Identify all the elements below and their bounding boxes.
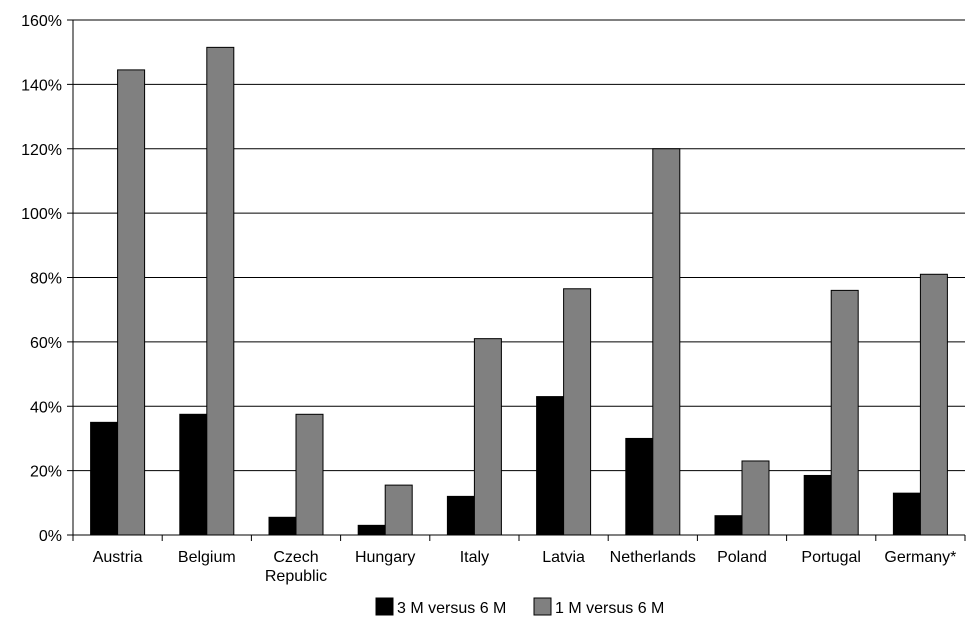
bar-3m [892,492,921,536]
x-tick-label: Belgium [178,549,236,566]
x-tick-label: Austria [93,549,143,566]
bar-1m [384,484,413,536]
legend-label: 3 M versus 6 M [397,600,506,617]
bar-3m [536,396,565,536]
bar-1m [563,288,592,536]
bar-1m [919,273,948,536]
legend-swatch-1m [533,597,552,616]
bar-3m [357,524,386,536]
x-tick-label: Hungary [355,549,415,566]
legend: 3 M versus 6 M 1 M versus 6 M [375,597,664,617]
legend-label: 1 M versus 6 M [555,600,664,617]
bar-1m [741,460,770,536]
y-tick-label: 40% [30,399,62,416]
y-tick-label: 100% [21,206,62,223]
x-tick-label: Germany* [884,549,956,566]
x-tick-label: Netherlands [610,549,696,566]
x-tick-label: Italy [460,549,489,566]
x-tick-label: Poland [717,549,767,566]
bar-1m [652,148,681,536]
bar-3m [714,515,743,536]
y-tick-label: 160% [21,13,62,30]
legend-swatch-3m [375,597,394,616]
x-tick-label: Latvia [542,549,585,566]
bar-3m [625,437,654,536]
y-tick-label: 120% [21,142,62,159]
bar-1m [295,413,324,536]
bar-3m [179,413,208,536]
bars [90,46,948,536]
bar-1m [830,289,859,536]
bar-3m [803,474,832,536]
bar-1m [473,338,502,536]
y-tick-label: 0% [39,528,62,545]
y-axis-ticks: 0% 20% 40% 60% 80% 100% 120% 140% 160% [21,13,73,545]
y-tick-label: 80% [30,271,62,288]
bar-3m [90,421,119,536]
y-tick-label: 140% [21,77,62,94]
bar-1m [206,46,235,536]
y-tick-label: 60% [30,335,62,352]
bar-1m [117,69,146,536]
bar-3m [268,516,297,536]
x-axis-labels: Austria Belgium Czech Republic Hungary Italy L… [93,549,957,585]
bar-3m [446,495,475,536]
x-tick-label: Czech Republic [265,549,327,585]
x-tick-label: Portugal [801,549,861,566]
y-tick-label: 20% [30,464,62,481]
